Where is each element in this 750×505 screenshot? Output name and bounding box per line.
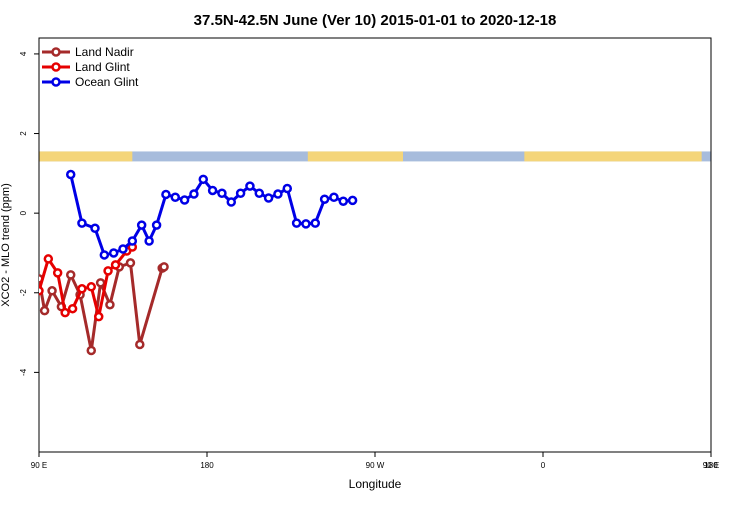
data-point-ocean-glint	[310, 218, 321, 228]
x-tick-label: 90 W	[366, 461, 385, 470]
data-point-land-glint	[52, 268, 63, 278]
y-tick-label: 0	[19, 210, 28, 215]
y-tick-label: -4	[19, 368, 28, 376]
series-line-land-glint	[39, 245, 134, 319]
data-point-ocean-glint	[226, 197, 237, 207]
data-point-ocean-glint	[108, 248, 119, 258]
data-point-land-glint	[86, 282, 97, 292]
y-tick-label: 4	[19, 51, 28, 56]
x-tick-label: 180	[704, 461, 718, 470]
data-point-land-nadir	[125, 258, 136, 268]
data-point-ocean-glint	[217, 188, 227, 198]
data-point-land-nadir	[65, 270, 76, 280]
data-point-ocean-glint	[90, 223, 100, 234]
data-point-land-glint	[103, 266, 113, 276]
data-point-ocean-glint	[161, 189, 171, 200]
data-point-land-glint	[43, 254, 54, 264]
legend-label-land-glint: Land Glint	[75, 60, 130, 74]
legend-marker-land-glint	[51, 62, 61, 72]
land-ocean-band	[39, 151, 711, 162]
land-band-segment	[307, 151, 403, 162]
data-point-ocean-glint	[127, 236, 138, 246]
land-band-segment	[524, 151, 702, 162]
data-point-ocean-glint	[99, 250, 110, 260]
series-ocean-glint	[65, 169, 358, 260]
data-point-ocean-glint	[319, 194, 330, 204]
legend-label-ocean-glint: Ocean Glint	[75, 75, 139, 89]
data-point-ocean-glint	[198, 174, 209, 185]
x-axis-label: Longitude	[349, 477, 402, 491]
y-axis-label: XCO2 - MLO trend (ppm)	[0, 183, 12, 306]
data-point-land-nadir	[95, 278, 106, 288]
data-point-land-nadir	[105, 299, 115, 310]
data-point-ocean-glint	[263, 193, 274, 203]
data-point-ocean-glint	[77, 218, 87, 228]
data-point-land-nadir	[47, 286, 57, 296]
data-point-ocean-glint	[179, 195, 190, 205]
data-point-ocean-glint	[282, 183, 293, 194]
x-tick-label: 90 E	[31, 461, 47, 470]
x-tick-label: 90 E	[703, 461, 719, 470]
data-point-ocean-glint	[338, 196, 349, 206]
data-point-ocean-glint	[347, 195, 358, 206]
x-tick-label: 0	[541, 461, 546, 470]
legend-label-land-nadir: Land Nadir	[75, 45, 134, 59]
data-point-land-glint	[39, 286, 44, 296]
data-point-ocean-glint	[235, 188, 246, 198]
legend-marker-land-nadir	[51, 47, 61, 57]
series-layer	[39, 169, 358, 356]
chart-title: 37.5N-42.5N June (Ver 10) 2015-01-01 to …	[194, 12, 557, 29]
data-point-land-nadir	[39, 305, 50, 316]
data-point-ocean-glint	[118, 244, 128, 254]
data-point-ocean-glint	[291, 218, 302, 228]
data-point-ocean-glint	[254, 188, 265, 198]
data-point-ocean-glint	[329, 192, 339, 202]
legend-marker-ocean-glint	[51, 77, 61, 87]
data-point-land-nadir	[86, 345, 97, 356]
data-point-ocean-glint	[273, 189, 283, 199]
data-point-land-nadir	[135, 339, 145, 350]
x-tick-label: 180	[200, 461, 214, 470]
plot-frame	[38, 37, 712, 453]
y-tick-label: 2	[19, 131, 28, 136]
legend-item-land-nadir: Land Nadir	[42, 45, 134, 59]
land-band-segment	[39, 151, 133, 162]
data-point-ocean-glint	[245, 181, 255, 191]
y-tick-label: -2	[19, 289, 28, 297]
legend-item-land-glint: Land Glint	[42, 60, 130, 74]
data-point-ocean-glint	[170, 192, 181, 202]
series-land-glint	[39, 242, 138, 322]
data-point-land-glint	[60, 307, 70, 318]
data-point-ocean-glint	[301, 219, 311, 229]
data-point-ocean-glint	[151, 220, 162, 230]
data-point-land-glint	[110, 260, 121, 270]
data-point-ocean-glint	[207, 185, 218, 196]
data-point-land-glint	[93, 311, 104, 322]
legend-item-ocean-glint: Ocean Glint	[42, 75, 139, 89]
data-point-land-glint	[67, 303, 78, 314]
data-point-ocean-glint	[144, 236, 154, 246]
data-point-land-glint	[77, 284, 87, 294]
data-point-ocean-glint	[189, 189, 199, 199]
data-point-land-nadir	[159, 262, 169, 272]
data-point-ocean-glint	[136, 220, 147, 230]
series-land-nadir	[39, 258, 169, 356]
data-point-ocean-glint	[65, 169, 76, 180]
